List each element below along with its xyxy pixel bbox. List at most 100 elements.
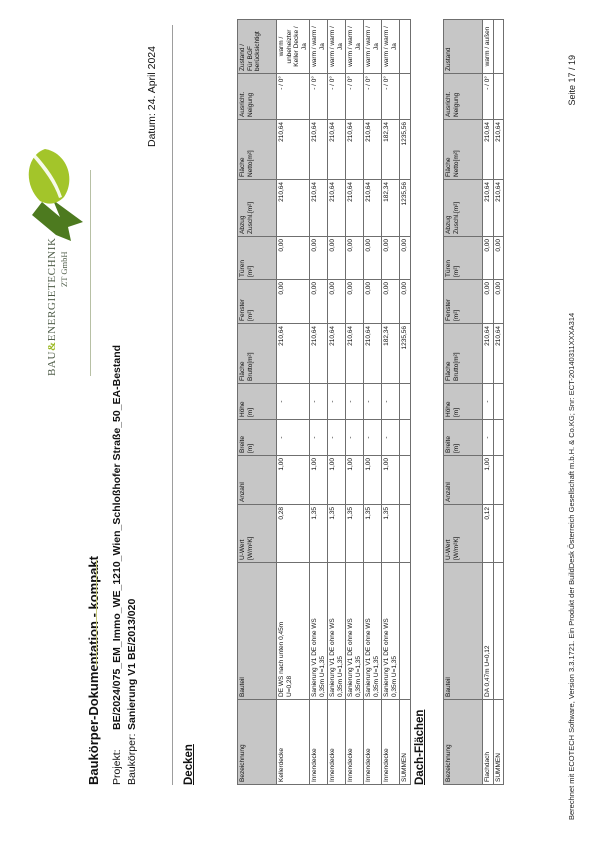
cell: 0,00 [381,279,400,324]
cell: 0,00 [399,236,411,280]
cell: - [482,383,494,420]
logo-underline [90,170,91,376]
cell: - [363,419,382,456]
column-header: Höhe [m] [443,383,483,420]
cell: Sanierung V1 DE ohne WS 0,35m U=1,35 [327,562,346,700]
cell: Sanierung V1 DE ohne WS 0,35m U=1,35 [309,562,328,700]
cell: SUMMEN [493,699,504,785]
cell: 210,64 [345,179,364,237]
cell: 0,28 [276,504,310,563]
column-header: Fläche Netto[m²] [443,119,483,180]
cell: warm / außen [482,19,494,74]
cell: Innendecke [345,699,364,785]
leaf-swoosh-icon [28,149,83,242]
cell [493,455,504,505]
cell: 210,64 [363,179,382,237]
cell: 0,00 [276,279,310,324]
cell: Innendecke [381,699,400,785]
cell: 210,64 [493,179,504,237]
column-header: U-Wert [W/m²K] [237,504,277,563]
cell: warm / warm / Ja [327,19,346,74]
cell: 1235,56 [399,119,411,180]
cell: 210,64 [327,179,346,237]
cell: 210,64 [276,179,310,237]
cell: 210,64 [327,323,346,384]
cell: - [327,419,346,456]
cell [493,73,504,120]
column-header: Fenster [m²] [443,279,483,324]
cell: 1,00 [276,455,310,505]
column-header: Fläche Brutto[m²] [237,323,277,384]
section-heading-decken: Decken [183,744,195,785]
baukoerper-label: Baukörper: [126,733,138,785]
column-header: Abzug Zuschl.[m²] [443,179,483,237]
cell: 210,64 [363,119,382,180]
cell: 1,00 [309,455,328,505]
dach-flaechen-table-wrap: Bezeichnung Bauteil U-Wert [W/m²K] Anzahl Br… [443,19,504,785]
cell: 0,00 [399,279,411,324]
cell: - [309,419,328,456]
decken-table-wrap: Bezeichnung Bauteil U-Wert [W/m²K] Anzahl Br… [237,19,411,785]
column-header: Breite [m] [237,419,277,456]
date-text: Datum: 24. April 2024 [146,46,158,147]
cell: 1,00 [363,455,382,505]
cell: - / 0° [345,73,364,120]
cell: 210,64 [493,323,504,384]
cell: Innendecke [327,699,346,785]
column-header: Fläche Brutto[m²] [443,323,483,384]
header-row: Bezeichnung Bauteil U-Wert [W/m²K] Anzahl Br… [237,19,277,785]
page-footer: Berechnet mit ECOTECH Software, Version … [567,55,577,820]
cell: 210,64 [482,119,494,180]
logo-company-name: BAU&ENERGIETECHNIK [46,237,58,376]
cell: Sanierung V1 DE ohne WS 0,35m U=1,35 [381,562,400,700]
cell: 0,00 [363,236,382,280]
cell: 210,64 [482,323,494,384]
column-header: Höhe [m] [237,383,277,420]
cell: 0,00 [482,279,494,324]
cell: - / 0° [276,73,310,120]
cell: Innendecke [309,699,328,785]
cell: - [345,419,364,456]
cell: - / 0° [309,73,328,120]
cell: 0,12 [482,504,494,563]
cell: - / 0° [381,73,400,120]
cell: - [381,419,400,456]
header-row: Bezeichnung Bauteil U-Wert [W/m²K] Anzahl Br… [443,19,483,785]
cell: 1,00 [327,455,346,505]
table-row: Kellerdecke DE WS nach unten 0,45m U=0,28… [276,19,310,785]
page-title: Baukörper-Dokumentation - kompakt [86,556,101,785]
footer-software-info: Berechnet mit ECOTECH Software, Version … [567,312,576,820]
table-row: Innendecke Sanierung V1 DE ohne WS 0,35m … [345,19,364,785]
baukoerper-value: Sanierung V1 BE/2013/020 [126,598,138,730]
baukoerper-line: Baukörper: Sanierung V1 BE/2013/020 [126,599,138,785]
logo-subtext: ZT GmbH [59,251,69,287]
cell: 1,35 [327,504,346,563]
cell: 1,35 [363,504,382,563]
dach-flaechen-table: Bezeichnung Bauteil U-Wert [W/m²K] Anzahl Br… [443,19,504,785]
header-divider [172,25,173,785]
column-header: Ausricht. Neigung [443,73,483,120]
summen-row: SUMMEN 1235,56 0,00 0,00 1235,56 1235,56 [399,19,411,785]
section-heading-dach-flaechen: Dach-Flächen [414,709,426,785]
company-logo: BAU&ENERGIETECHNIK ZT GmbH [26,147,88,376]
cell [399,19,411,74]
column-header: Bezeichnung [237,699,277,785]
column-header: Fläche Netto[m²] [237,119,277,180]
table-row: Innendecke Sanierung V1 DE ohne WS 0,35m … [381,19,400,785]
cell: 182,34 [381,323,400,384]
cell: SUMMEN [399,699,411,785]
cell: 210,64 [309,323,328,384]
cell [493,562,504,700]
cell: - [309,383,328,420]
table-row: Innendecke Sanierung V1 DE ohne WS 0,35m … [309,19,328,785]
cell: 210,64 [327,119,346,180]
projekt-value: BE/2024/075_EM_Immo_WE_1210_Wien_Schloßh… [111,344,123,730]
cell: 1,35 [381,504,400,563]
cell: - / 0° [363,73,382,120]
cell: 1,00 [345,455,364,505]
cell: - [482,419,494,456]
cell: - [363,383,382,420]
cell: 0,00 [345,236,364,280]
logo-ampersand: & [46,341,58,351]
